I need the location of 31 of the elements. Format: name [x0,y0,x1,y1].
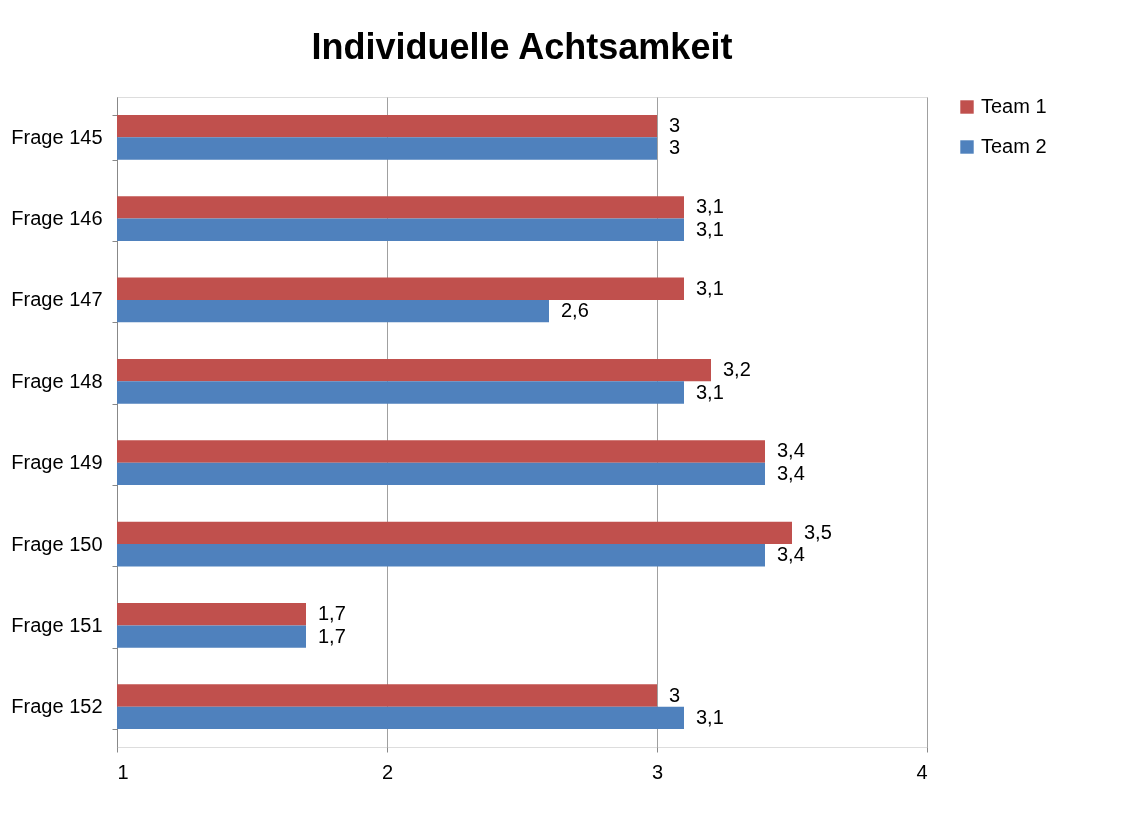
data-label: 3,2 [723,358,751,381]
data-label: 3 [669,683,681,706]
data-label: 3,4 [777,461,805,484]
data-label: 1,7 [318,624,346,647]
data-label: 3,1 [696,380,724,403]
data-label: 3 [669,114,681,137]
data-label: 3,5 [804,520,832,543]
x-tick-label: 2 [381,760,394,783]
y-tick-label: Frage 150 [11,532,103,555]
chart-title: Individuelle Achtsamkeit [311,26,733,67]
y-tick-label: Frage 149 [11,451,103,474]
x-tick-label: 3 [651,760,664,783]
y-tick-label: Frage 145 [11,125,103,148]
y-tick-label: Frage 152 [11,695,103,718]
data-label: 3,4 [777,543,805,566]
legend-label: Team 2 [981,135,1047,157]
data-label: 3,1 [696,276,724,299]
x-tick-label: 4 [916,760,928,783]
y-tick-label: Frage 148 [11,369,103,392]
data-label: 1,7 [318,602,346,625]
data-label: 3 [669,136,681,159]
data-label: 2,6 [561,299,589,322]
legend-label: Team 1 [981,95,1047,117]
data-label: 3,4 [777,439,805,462]
data-label: 3,1 [696,217,724,240]
y-tick-label: Frage 147 [11,288,103,311]
y-tick-label: Frage 151 [11,613,103,636]
x-tick-label: 1 [117,760,129,783]
data-label: 3,1 [696,705,724,728]
data-label: 3,1 [696,195,724,218]
y-tick-label: Frage 146 [11,207,103,230]
